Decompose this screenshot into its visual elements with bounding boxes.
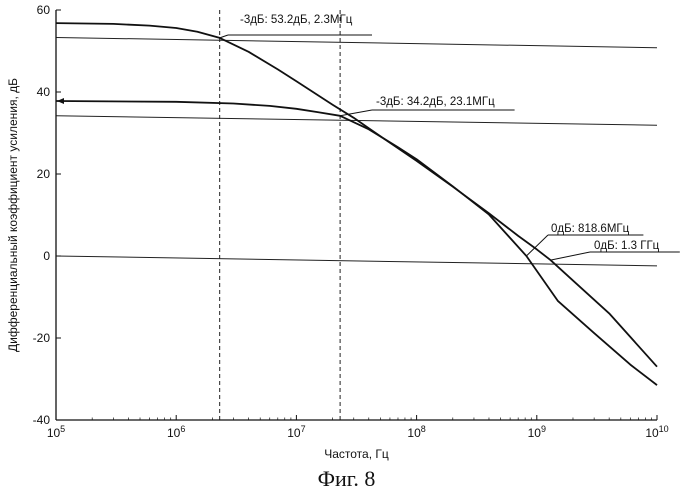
y-axis-label: Дифференциальный коэффициент усиления, д… <box>6 78 20 352</box>
y-tick-label: -20 <box>33 331 51 345</box>
reference-line <box>55 255 658 267</box>
y-tick-label: -40 <box>33 413 51 427</box>
annotation-label: 0дБ: 1.3 ГГц <box>594 240 660 252</box>
x-tick-label: 108 <box>407 424 425 440</box>
series-line <box>55 22 658 368</box>
series-line <box>55 100 658 386</box>
y-tick-label: 20 <box>37 167 51 181</box>
x-tick-label: 107 <box>287 424 305 440</box>
x-tick-label: 105 <box>47 424 65 440</box>
annotation-leader <box>340 109 373 117</box>
y-tick-label: 60 <box>37 3 51 17</box>
figure-caption: Фиг. 8 <box>317 466 376 491</box>
y-tick-label: 0 <box>43 249 50 263</box>
annotation-leader <box>550 251 591 261</box>
x-axis-label: Частота, Гц <box>324 447 389 461</box>
reference-line <box>55 36 658 49</box>
x-tick-label: 106 <box>167 424 185 440</box>
x-tick-label: 109 <box>528 424 546 440</box>
annotation-label: 0дБ: 818.6МГц <box>551 223 630 235</box>
annotation-label: -3дБ: 53.2дБ, 2.3МГц <box>240 14 353 26</box>
series-arrow <box>57 98 64 105</box>
annotation-leader <box>219 34 229 39</box>
annotation-label: -3дБ: 34.2дБ, 23.1МГц <box>376 96 495 108</box>
y-tick-label: 40 <box>37 85 51 99</box>
x-tick-label: 1010 <box>645 424 668 440</box>
annotation-leader <box>526 234 549 257</box>
